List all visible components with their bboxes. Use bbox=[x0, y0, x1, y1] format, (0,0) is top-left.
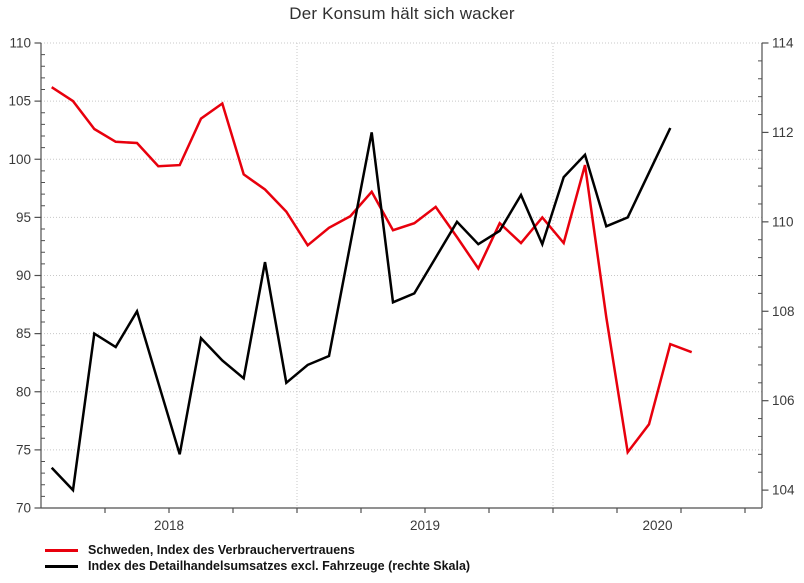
left-axis-tick-label: 100 bbox=[8, 152, 31, 167]
legend-item: Index des Detailhandelsumsatzes excl. Fa… bbox=[45, 558, 470, 574]
left-axis-tick-label: 70 bbox=[16, 501, 31, 516]
left-axis-tick-label: 85 bbox=[16, 326, 31, 341]
legend-label: Index des Detailhandelsumsatzes excl. Fa… bbox=[88, 559, 471, 573]
left-axis-tick-label: 110 bbox=[9, 36, 31, 51]
legend-label: Schweden, Index des Verbrauchervertrauen… bbox=[88, 543, 355, 557]
right-axis-tick-label: 106 bbox=[772, 393, 795, 408]
x-axis-year-label: 2020 bbox=[642, 518, 672, 533]
left-axis-tick-label: 75 bbox=[16, 442, 31, 457]
right-axis-tick-label: 114 bbox=[772, 36, 794, 51]
legend: Schweden, Index des Verbrauchervertrauen… bbox=[45, 542, 470, 574]
x-axis-year-label: 2019 bbox=[410, 518, 440, 533]
right-axis-tick-label: 108 bbox=[772, 304, 795, 319]
red-line-legend-icon bbox=[45, 548, 78, 552]
right-axis-tick-label: 112 bbox=[772, 125, 794, 140]
left-axis-tick-label: 80 bbox=[16, 384, 31, 399]
right-axis-tick-label: 110 bbox=[772, 214, 794, 229]
left-axis-tick-label: 95 bbox=[16, 210, 31, 225]
series-line-consumer-confidence bbox=[51, 86, 693, 456]
left-axis-tick-label: 105 bbox=[8, 94, 31, 109]
chart-title: Der Konsum hält sich wacker bbox=[289, 4, 515, 23]
right-axis-tick-label: 104 bbox=[772, 483, 795, 498]
legend-item: Schweden, Index des Verbrauchervertrauen… bbox=[45, 542, 470, 558]
x-axis-year-label: 2018 bbox=[154, 518, 184, 533]
left-axis-tick-label: 90 bbox=[16, 268, 31, 283]
black-line-legend-icon bbox=[45, 564, 78, 568]
series-line-retail-sales bbox=[50, 127, 672, 493]
